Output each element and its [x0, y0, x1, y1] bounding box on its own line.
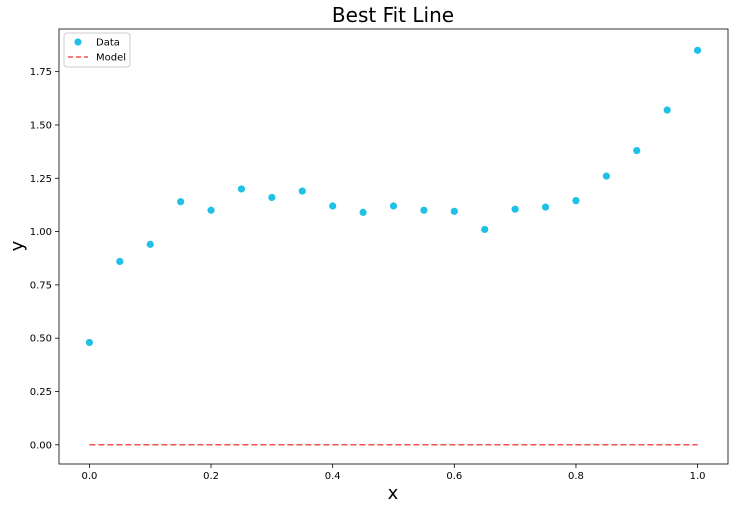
data-point	[268, 193, 276, 202]
x-tick-label: 0.0	[81, 471, 97, 482]
data-point	[329, 202, 337, 210]
legend-data-swatch	[74, 38, 82, 46]
y-axis-ticks: 0.00 0.25 0.50 0.75 1.00 1.25 1.50 1.75	[30, 67, 59, 451]
legend-label: Data	[96, 38, 120, 49]
y-tick-label: 1.25	[30, 174, 52, 185]
data-point	[511, 205, 519, 213]
chart-title: Best Fit Line	[332, 3, 454, 27]
data-point	[420, 206, 428, 214]
legend: Data Model	[63, 32, 131, 68]
data-point	[481, 225, 489, 234]
data-point	[572, 197, 580, 205]
data-point	[116, 257, 124, 266]
series-layer	[85, 46, 702, 446]
data-point	[85, 338, 94, 347]
y-tick-label: 1.00	[30, 227, 52, 238]
y-tick-label: 1.75	[30, 67, 52, 78]
data-point	[602, 172, 610, 180]
y-tick-label: 0.75	[30, 280, 52, 291]
x-tick-label: 0.8	[568, 471, 584, 482]
data-point	[663, 106, 671, 114]
data-point	[207, 206, 215, 214]
x-axis-label: x	[388, 483, 399, 504]
data-point	[633, 146, 641, 155]
data-point	[146, 240, 154, 248]
data-point	[237, 185, 246, 193]
x-tick-label: 0.6	[446, 471, 462, 482]
y-tick-label: 0.50	[30, 334, 52, 345]
data-point	[298, 187, 306, 195]
data-point	[389, 202, 398, 210]
data-point	[177, 198, 185, 206]
data-point	[450, 207, 458, 215]
data-point	[541, 203, 550, 211]
data-point	[693, 46, 702, 54]
x-axis-ticks: 0.0 0.2 0.4 0.6 0.8 1.0	[81, 464, 706, 482]
y-tick-label: 0.25	[30, 387, 52, 398]
data-point	[359, 208, 367, 216]
legend-label: Model	[96, 53, 126, 64]
y-tick-label: 1.50	[30, 120, 52, 131]
plot-area	[58, 28, 729, 465]
plot-frame	[58, 28, 729, 465]
y-tick-label: 0.00	[30, 440, 52, 451]
x-tick-label: 0.4	[325, 471, 341, 482]
x-tick-label: 1.0	[690, 471, 706, 482]
x-tick-label: 0.2	[203, 471, 219, 482]
y-axis-label: y	[7, 240, 28, 251]
